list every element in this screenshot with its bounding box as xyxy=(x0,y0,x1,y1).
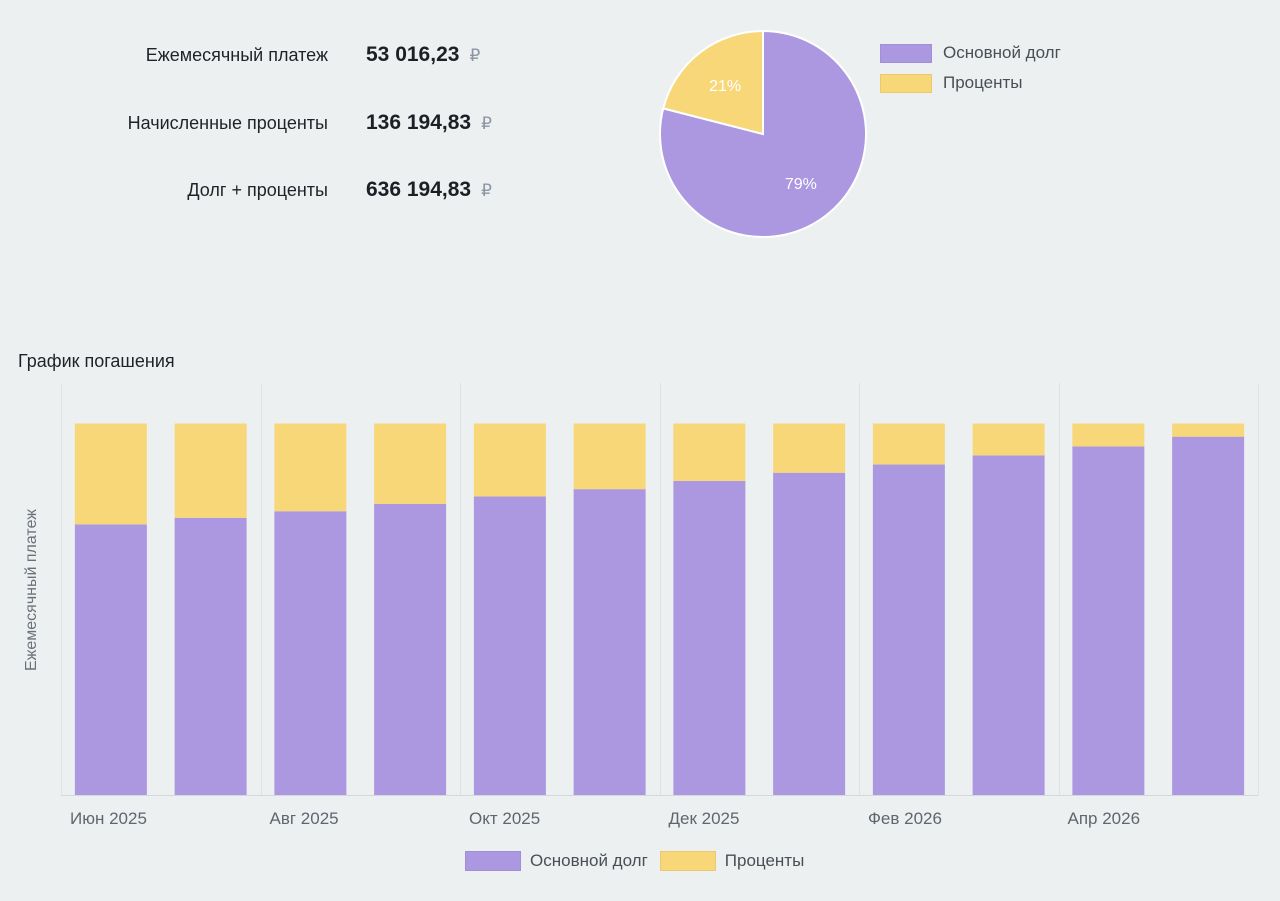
bar-principal[interactable] xyxy=(374,503,447,795)
pie-slice-principal[interactable] xyxy=(659,29,867,238)
bar-principal[interactable] xyxy=(573,489,646,795)
x-tick-label: Апр 2026 xyxy=(1068,809,1141,828)
chart-title: График погашения xyxy=(18,351,175,371)
legend-swatch-principal xyxy=(880,43,932,63)
bar-interest[interactable] xyxy=(274,423,347,512)
monthly-payment-amount: 53 016,23 xyxy=(366,43,460,66)
ruble-currency-sign: ₽ xyxy=(481,114,492,133)
pie-slice-interest[interactable] xyxy=(662,29,764,136)
bar-principal[interactable] xyxy=(74,524,147,795)
accrued-interest-value: 136 194,83 ₽ xyxy=(366,111,492,135)
bar-interest[interactable] xyxy=(1072,423,1145,447)
bar-interest[interactable] xyxy=(74,423,147,525)
bar-principal[interactable] xyxy=(473,496,546,795)
bar-interest[interactable] xyxy=(174,423,247,518)
x-tick-label: Авг 2025 xyxy=(270,809,339,828)
bar-interest[interactable] xyxy=(1172,423,1245,437)
x-tick-label: Окт 2025 xyxy=(469,809,540,828)
legend-label-principal: Основной долг xyxy=(530,851,648,870)
legend-item-interest[interactable]: Проценты xyxy=(880,68,1061,98)
ruble-currency-sign: ₽ xyxy=(481,181,492,200)
bar-chart: Июн 2025 Авг 2025 Окт 2025 Дек 2025 Фев 2026… xyxy=(61,383,1259,828)
legend-swatch-interest xyxy=(880,73,932,93)
legend-label-interest: Проценты xyxy=(943,73,1023,92)
bar-interest[interactable] xyxy=(473,423,546,497)
monthly-payment-row: Ежемесячный платеж 53 016,23 ₽ xyxy=(0,41,560,71)
bar-interest[interactable] xyxy=(872,423,945,465)
bar-principal[interactable] xyxy=(673,480,746,795)
legend-label-principal: Основной долг xyxy=(943,43,1061,62)
accrued-interest-amount: 136 194,83 xyxy=(366,111,472,134)
debt-plus-interest-amount: 636 194,83 xyxy=(366,178,472,201)
pie-label-interest: 21% xyxy=(709,78,741,95)
x-tick-label: Фев 2026 xyxy=(868,809,942,828)
bar-interest[interactable] xyxy=(374,423,447,504)
legend-item-interest[interactable]: Проценты xyxy=(659,846,805,876)
ruble-currency-sign: ₽ xyxy=(469,46,481,65)
bar-principal[interactable] xyxy=(872,464,945,795)
monthly-payment-value: 53 016,23 ₽ xyxy=(366,43,480,67)
bar-principal[interactable] xyxy=(1172,436,1245,795)
bar-principal[interactable] xyxy=(274,511,347,795)
bar-principal[interactable] xyxy=(972,455,1045,795)
debt-plus-interest-value: 636 194,83 ₽ xyxy=(366,178,492,202)
accrued-interest-row: Начисленные проценты 136 194,83 ₽ xyxy=(0,109,560,139)
legend-item-principal[interactable]: Основной долг xyxy=(465,846,648,876)
legend-swatch-principal xyxy=(465,851,521,871)
x-tick-label: Июн 2025 xyxy=(70,809,147,828)
bar-interest[interactable] xyxy=(573,423,646,490)
bar-principal[interactable] xyxy=(174,517,247,795)
pie-label-principal: 79% xyxy=(785,176,817,193)
bar-interest[interactable] xyxy=(972,423,1045,456)
x-tick-label: Дек 2025 xyxy=(669,809,740,828)
bar-legend: Основной долг Проценты xyxy=(465,846,816,876)
debt-plus-interest-row: Долг + проценты 636 194,83 ₽ xyxy=(0,176,560,206)
legend-label-interest: Проценты xyxy=(724,851,805,870)
monthly-payment-label: Ежемесячный платеж xyxy=(145,45,328,65)
pie-chart: 79% 21% xyxy=(659,29,867,238)
legend-item-principal[interactable]: Основной долг xyxy=(880,38,1061,68)
bar-interest[interactable] xyxy=(673,423,746,481)
debt-plus-interest-label: Долг + проценты xyxy=(187,180,328,200)
bar-interest[interactable] xyxy=(773,423,846,473)
bar-principal[interactable] xyxy=(773,472,846,795)
accrued-interest-label: Начисленные проценты xyxy=(127,113,328,133)
legend-swatch-interest xyxy=(659,851,716,871)
pie-legend: Основной долг Проценты xyxy=(880,38,1061,98)
bar-principal[interactable] xyxy=(1072,446,1145,796)
